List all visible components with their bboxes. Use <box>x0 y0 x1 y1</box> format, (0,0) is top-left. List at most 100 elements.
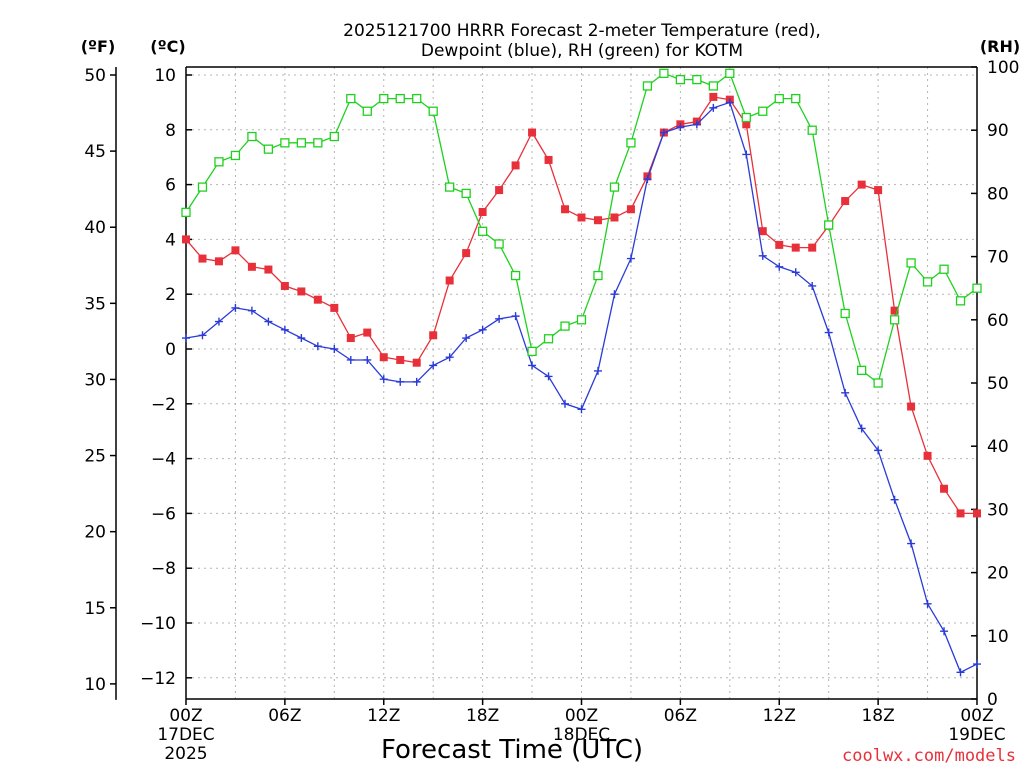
temperature-point <box>940 484 949 493</box>
rh-point <box>659 68 669 78</box>
rh-point <box>428 106 438 116</box>
temperature-point <box>182 235 190 244</box>
temperature-point <box>445 276 454 285</box>
temperature-point <box>330 303 339 312</box>
fahrenheit-tick-label: 15 <box>84 599 106 619</box>
x-tick-label: 12Z <box>367 706 400 726</box>
dewpoint-point <box>659 128 668 137</box>
celsius-tick-label: 0 <box>165 340 176 360</box>
dewpoint-point <box>528 361 537 370</box>
dewpoint-point <box>874 446 883 455</box>
dewpoint-point <box>363 355 372 364</box>
rh-tick-label: 70 <box>987 248 1009 268</box>
rh-unit-label: (RH) <box>980 37 1020 56</box>
fahrenheit-tick-label: 40 <box>84 218 106 238</box>
rh-point <box>329 131 339 142</box>
rh-point <box>560 321 570 331</box>
rh-point <box>445 182 455 192</box>
rh-point <box>642 81 653 91</box>
temperature-point <box>264 265 273 274</box>
temperature-point <box>363 328 372 337</box>
dewpoint-point <box>429 361 438 370</box>
rh-point <box>791 93 801 104</box>
temperature-point <box>890 306 899 315</box>
dewpoint-point <box>313 342 322 351</box>
rh-point <box>576 315 587 325</box>
temperature-point <box>379 353 388 362</box>
x-tick-label: 17DEC <box>157 725 214 745</box>
dewpoint-point <box>692 120 701 129</box>
x-tick-label: 18Z <box>466 706 499 726</box>
rh-point <box>873 378 883 388</box>
dewpoint-point <box>577 405 586 414</box>
rh-point <box>412 93 422 104</box>
dewpoint-point <box>940 627 949 636</box>
dewpoint-point <box>561 399 570 408</box>
dewpoint-point <box>791 268 800 277</box>
celsius-unit-label: (ºC) <box>150 37 185 56</box>
celsius-tick-label: −10 <box>140 614 176 634</box>
dewpoint-point <box>478 325 487 334</box>
rh-tick-label: 40 <box>987 437 1009 457</box>
rh-point <box>214 157 224 167</box>
temperature-point <box>412 358 421 367</box>
temperature-point <box>857 180 866 189</box>
chart-title-line1: 2025121700 HRRR Forecast 2-meter Tempera… <box>343 21 821 41</box>
rh-point <box>280 138 290 148</box>
dewpoint-point <box>775 262 784 271</box>
x-tick-label: 06Z <box>664 706 697 726</box>
rh-point <box>247 131 257 142</box>
dewpoint-point <box>824 328 833 337</box>
x-tick-label: 00Z <box>565 706 598 726</box>
celsius-tick-label: 6 <box>165 176 176 196</box>
x-tick-label: 00Z <box>960 706 993 726</box>
x-tick-label: 12Z <box>763 706 796 726</box>
celsius-tick-label: −12 <box>140 669 176 689</box>
rh-point <box>708 81 718 91</box>
fahrenheit-tick-label: 30 <box>84 370 106 390</box>
dewpoint-point <box>742 150 751 159</box>
celsius-tick-label: 10 <box>154 66 176 86</box>
gridlines <box>186 67 977 699</box>
dewpoint-point <box>758 251 767 260</box>
fahrenheit-tick-label: 25 <box>84 447 106 467</box>
fahrenheit-tick-label: 50 <box>84 66 106 86</box>
rh-tick-label: 30 <box>987 500 1009 520</box>
x-tick-label: 18Z <box>861 706 894 726</box>
x-tick-label: 00Z <box>169 706 202 726</box>
fahrenheit-tick-label: 20 <box>84 523 106 543</box>
rh-point <box>824 220 834 230</box>
axes: 5045403530252015101086420−2−4−6−8−10−121… <box>84 58 1019 764</box>
temperature-point <box>346 334 355 343</box>
credit-text: coolwx.com/models <box>842 746 1016 766</box>
rh-point <box>741 112 751 123</box>
rh-point <box>494 239 504 249</box>
temperature-point <box>462 249 471 258</box>
celsius-tick-label: 4 <box>165 230 176 250</box>
temperature-point <box>626 205 635 214</box>
dewpoint-point <box>247 306 256 315</box>
fahrenheit-tick-label: 45 <box>84 142 106 162</box>
temperature-point <box>841 197 850 206</box>
temperature-point <box>775 240 784 249</box>
rh-point <box>692 74 702 85</box>
temperature-point <box>577 213 586 222</box>
x-tick-label: 19DEC <box>948 725 1005 745</box>
rh-point <box>856 365 867 376</box>
dewpoint-point <box>593 366 602 375</box>
rh-point <box>609 182 620 192</box>
rh-point <box>840 308 850 319</box>
rh-point <box>313 138 323 148</box>
fahrenheit-tick-label: 10 <box>84 675 106 695</box>
temperature-point <box>511 161 520 170</box>
rh-point <box>510 270 521 281</box>
temperature-point <box>429 331 438 340</box>
rh-point <box>955 296 966 306</box>
rh-tick-label: 50 <box>987 374 1009 394</box>
dewpoint-point <box>808 281 817 290</box>
rh-point <box>263 144 274 154</box>
rh-tick-label: 90 <box>987 121 1009 141</box>
celsius-tick-label: −6 <box>151 504 176 524</box>
rh-point <box>675 74 686 85</box>
temperature-point <box>758 227 767 236</box>
